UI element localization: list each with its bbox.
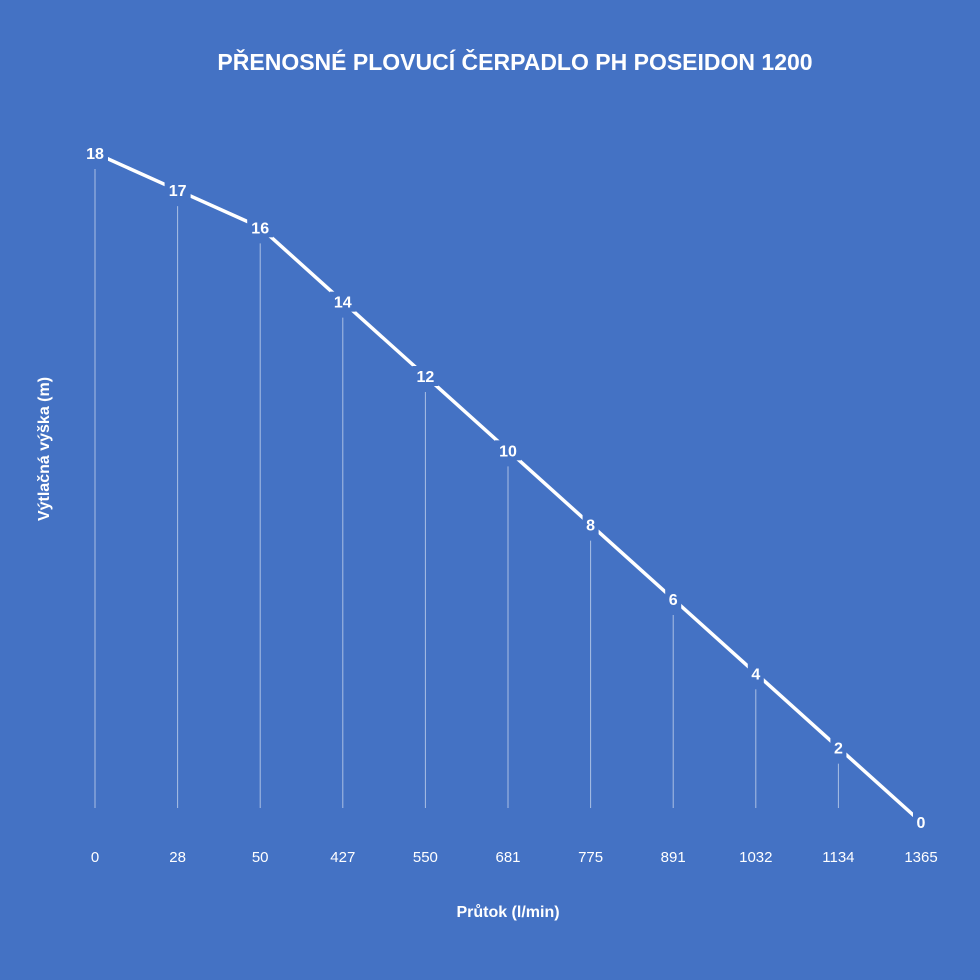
data-label: 12 xyxy=(417,369,435,386)
data-label-background xyxy=(830,737,847,758)
data-label-background xyxy=(82,143,108,163)
x-tick-label: 28 xyxy=(169,849,186,866)
data-label-background xyxy=(582,514,599,535)
data-label-background xyxy=(412,366,439,386)
x-tick-label: 681 xyxy=(495,849,520,866)
data-label: 6 xyxy=(669,592,678,609)
data-label: 16 xyxy=(251,220,269,237)
data-label: 8 xyxy=(586,518,595,535)
x-tick-label: 1365 xyxy=(904,849,937,866)
x-tick-label: 50 xyxy=(252,849,269,866)
drop-lines xyxy=(94,169,839,808)
x-axis-title: Průtok (l/min) xyxy=(456,904,559,921)
data-label-background xyxy=(747,663,764,684)
x-tick-label: 1134 xyxy=(822,849,854,866)
data-label-background xyxy=(164,180,191,201)
data-label: 18 xyxy=(86,146,104,163)
x-tick-label: 0 xyxy=(91,849,99,866)
data-label: 4 xyxy=(751,666,760,683)
data-label: 2 xyxy=(834,741,843,758)
x-tick-label: 1032 xyxy=(739,849,772,866)
chart-title: PŘENOSNÉ PLOVUCÍ ČERPADLO PH POSEIDON 12… xyxy=(217,48,812,75)
x-axis-ticks: 0 28 50 427 550 681 775 891 1032 1134 1365 xyxy=(91,849,938,866)
data-label-background xyxy=(247,217,274,238)
data-label: 17 xyxy=(169,183,187,200)
data-label: 10 xyxy=(499,443,517,460)
data-label-background xyxy=(495,440,521,461)
x-tick-label: 550 xyxy=(413,849,438,866)
y-axis-title: Výtlačná výška (m) xyxy=(36,377,53,521)
data-label: 14 xyxy=(334,295,352,312)
data-label-background xyxy=(329,291,356,312)
data-label: 0 xyxy=(917,815,926,832)
data-labels: 18 17 16 14 12 10 8 6 4 2 0 xyxy=(82,143,929,832)
x-tick-label: 891 xyxy=(661,849,686,866)
data-label-background xyxy=(665,589,682,609)
data-label-background xyxy=(913,812,929,832)
x-tick-label: 775 xyxy=(578,849,603,866)
x-tick-label: 427 xyxy=(330,849,355,866)
